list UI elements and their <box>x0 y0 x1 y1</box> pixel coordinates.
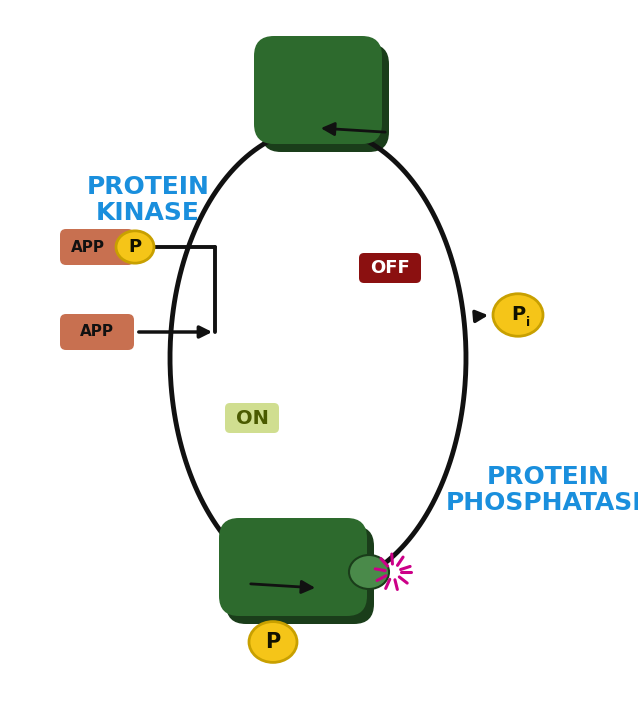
Ellipse shape <box>116 231 154 263</box>
Text: APP: APP <box>80 324 114 340</box>
Ellipse shape <box>249 622 297 663</box>
Text: i: i <box>526 316 530 329</box>
FancyBboxPatch shape <box>226 526 374 624</box>
Ellipse shape <box>493 294 543 336</box>
Ellipse shape <box>349 555 389 589</box>
Text: P: P <box>511 305 525 324</box>
FancyBboxPatch shape <box>60 314 134 350</box>
FancyBboxPatch shape <box>225 403 279 433</box>
Text: PROTEIN
KINASE: PROTEIN KINASE <box>87 175 209 225</box>
FancyBboxPatch shape <box>359 253 421 283</box>
Text: OFF: OFF <box>370 259 410 277</box>
FancyBboxPatch shape <box>219 518 367 616</box>
FancyBboxPatch shape <box>60 229 134 265</box>
FancyBboxPatch shape <box>254 36 382 144</box>
Text: P: P <box>128 238 142 256</box>
FancyBboxPatch shape <box>261 44 389 152</box>
Text: PROTEIN
PHOSPHATASE: PROTEIN PHOSPHATASE <box>446 464 638 515</box>
Text: APP: APP <box>71 239 105 254</box>
Text: P: P <box>265 632 281 652</box>
Text: ON: ON <box>235 409 269 428</box>
